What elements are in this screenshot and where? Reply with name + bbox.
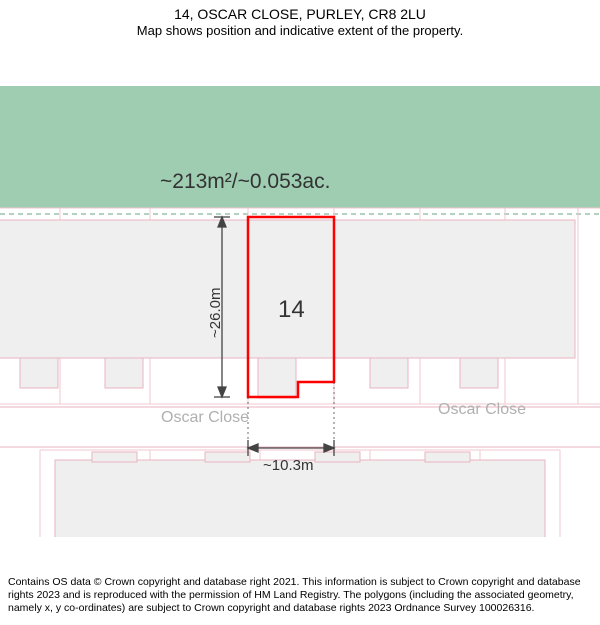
house-number-label: 14 <box>278 296 305 324</box>
page-subtitle: Map shows position and indicative extent… <box>10 23 590 38</box>
footer-copyright: Contains OS data © Crown copyright and d… <box>0 570 600 625</box>
dimension-horizontal-label: ~10.3m <box>263 457 313 474</box>
building-row-top <box>0 220 575 358</box>
dimension-vertical-label: ~26.0m <box>207 288 224 338</box>
map-area: ~213m²/~0.053ac. 14 Oscar Close Oscar Cl… <box>0 42 600 537</box>
road-label-1: Oscar Close <box>161 409 249 427</box>
road-label-2: Oscar Close <box>438 401 526 419</box>
page-title: 14, OSCAR CLOSE, PURLEY, CR8 2LU <box>10 6 590 22</box>
header: 14, OSCAR CLOSE, PURLEY, CR8 2LU Map sho… <box>0 0 600 42</box>
area-label: ~213m²/~0.053ac. <box>160 170 330 194</box>
building-steps-top <box>20 358 498 398</box>
